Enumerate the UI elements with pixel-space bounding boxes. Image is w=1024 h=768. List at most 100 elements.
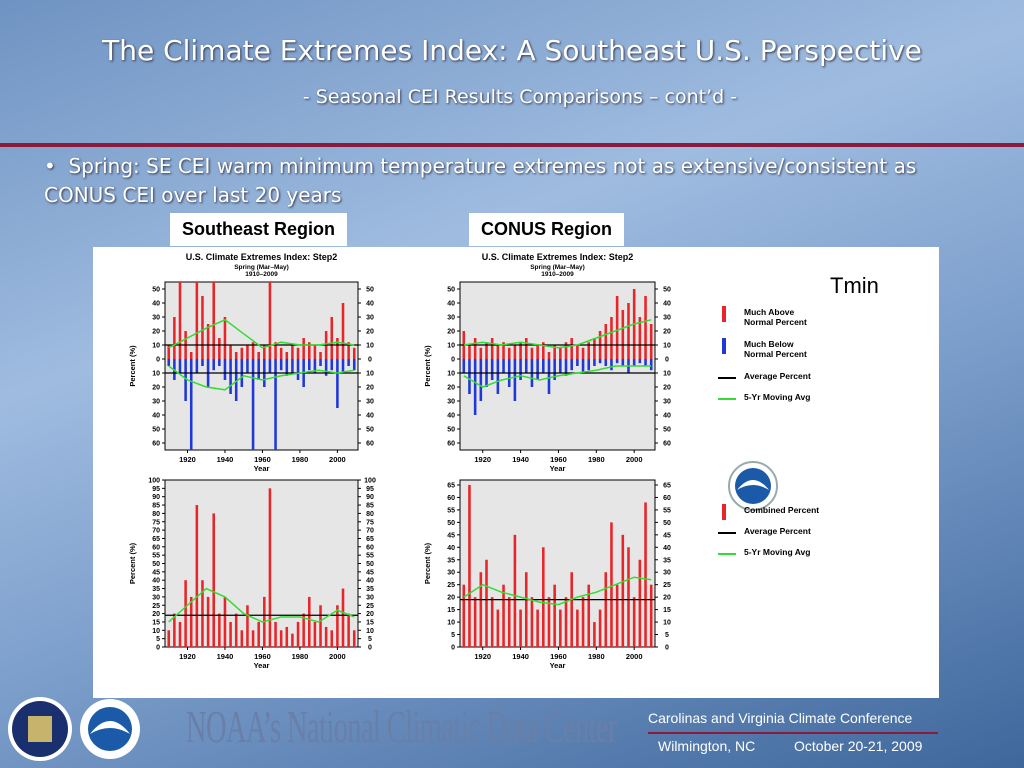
legend-entry: 5-Yr Moving Avg <box>744 547 810 557</box>
y-tick-label: 90 <box>152 494 160 501</box>
y-tick-label: 50 <box>447 287 455 294</box>
legend-swatch <box>722 504 726 520</box>
bar <box>246 605 249 647</box>
bar <box>257 352 260 359</box>
x-tick-label: 2000 <box>626 652 643 661</box>
y-tick-label: 35 <box>447 557 455 564</box>
bar <box>234 359 238 401</box>
legend-entry: Average Percent <box>744 526 811 536</box>
bar <box>632 597 636 647</box>
bar <box>268 488 272 647</box>
y-tick-label: 40 <box>152 413 160 420</box>
bar <box>587 359 591 371</box>
y-tick-label: 50 <box>663 427 671 434</box>
y-axis-label: Percent (%) <box>423 345 432 387</box>
date: October 20-21, 2009 <box>794 738 923 754</box>
bar <box>632 359 636 366</box>
bar <box>195 282 199 359</box>
bar <box>542 359 545 373</box>
chart-subtitle: Spring (Mar–May) <box>530 264 585 271</box>
y-tick-label: 0 <box>156 357 160 364</box>
y-tick-label: 0 <box>368 645 372 652</box>
bar <box>336 605 339 647</box>
x-tick-label: 1940 <box>512 455 529 464</box>
y-tick-label: 20 <box>152 611 160 618</box>
y-tick-label: 95 <box>366 486 374 493</box>
y-tick-label: 30 <box>366 315 374 322</box>
region-tab: Southeast Region <box>170 213 348 246</box>
bar <box>570 572 573 647</box>
bar <box>524 338 528 359</box>
bar <box>341 588 345 647</box>
bar <box>352 630 356 647</box>
y-tick-label: 100 <box>364 478 376 485</box>
y-tick-label: 30 <box>152 315 160 322</box>
bar <box>308 596 311 647</box>
bar <box>257 621 260 647</box>
bar <box>347 613 350 647</box>
bar <box>319 359 322 366</box>
bar <box>502 584 505 647</box>
bar <box>490 338 494 359</box>
bar <box>234 352 238 359</box>
y-tick-label: 10 <box>152 343 160 350</box>
x-axis-label: Year <box>550 661 566 670</box>
bar <box>268 282 272 359</box>
y-tick-label: 20 <box>366 329 374 336</box>
y-tick-label: 55 <box>663 507 671 514</box>
y-tick-label: 5 <box>665 632 669 639</box>
y-tick-label: 55 <box>447 507 455 514</box>
y-axis-label: Percent (%) <box>423 542 432 584</box>
bar <box>173 613 176 647</box>
y-tick-label: 20 <box>366 385 374 392</box>
bullet-text: Spring: SE CEI warm minimum temperature … <box>44 154 917 207</box>
y-tick-label: 30 <box>366 399 374 406</box>
y-tick-label: 60 <box>447 495 455 502</box>
bar <box>576 609 579 647</box>
chart-subtitle: Spring (Mar–May) <box>234 264 289 271</box>
variable-label: Tmin <box>830 273 879 298</box>
y-tick-label: 10 <box>447 620 455 627</box>
bar <box>240 630 244 647</box>
y-tick-label: 50 <box>447 520 455 527</box>
y-tick-label: 50 <box>366 427 374 434</box>
bar <box>468 484 471 647</box>
bar <box>212 359 215 371</box>
x-tick-label: 2000 <box>329 652 346 661</box>
x-tick-label: 1960 <box>550 455 567 464</box>
y-tick-label: 0 <box>451 357 455 364</box>
y-tick-label: 75 <box>152 519 160 526</box>
y-tick-label: 30 <box>663 399 671 406</box>
bar <box>341 359 345 373</box>
y-tick-label: 20 <box>152 329 160 336</box>
bar <box>519 609 522 647</box>
bar <box>547 352 551 359</box>
bar <box>285 352 289 359</box>
bar <box>496 359 500 394</box>
legend-label: Much Below Normal Percent <box>744 339 807 359</box>
y-tick-label: 25 <box>663 582 671 589</box>
bar <box>536 345 539 359</box>
legend-swatch <box>722 306 726 322</box>
bar <box>268 359 272 373</box>
bar <box>479 359 483 401</box>
bar <box>223 596 227 647</box>
bar <box>604 359 608 366</box>
bar <box>536 359 539 380</box>
bar <box>285 626 289 647</box>
bar <box>296 359 300 380</box>
x-tick-label: 1960 <box>254 455 271 464</box>
bar <box>570 338 573 359</box>
x-tick-label: 1980 <box>292 455 309 464</box>
bar <box>184 359 187 401</box>
legend-entry: Average Percent <box>744 371 811 381</box>
bar <box>251 359 255 450</box>
bullet: • Spring: SE CEI warm minimum temperatur… <box>44 154 917 207</box>
bar <box>604 324 608 359</box>
center-name: NOAA’s National Climatic Data Center <box>186 701 617 752</box>
bar <box>604 572 608 647</box>
bar <box>212 282 215 359</box>
bar <box>206 596 210 647</box>
plot-area <box>164 281 359 451</box>
bar <box>319 352 322 359</box>
